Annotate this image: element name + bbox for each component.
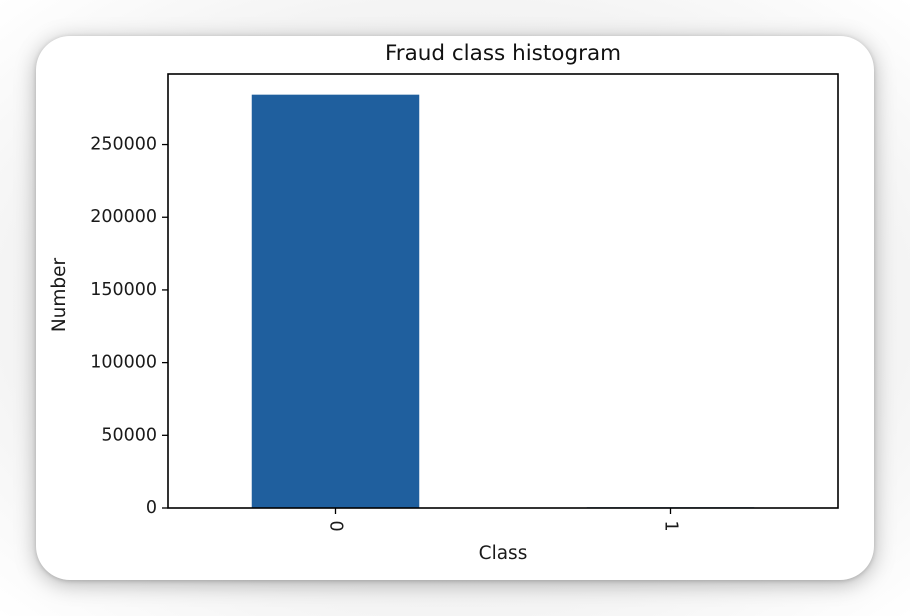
plot-frame: [167, 73, 839, 509]
y-tick-label: 200000: [90, 207, 157, 227]
x-tick-label: 0: [326, 520, 346, 531]
chart-card: Fraud class histogram 0 50000 100000 150000…: [36, 36, 874, 580]
y-tick-label: 250000: [90, 135, 157, 155]
y-tick-label: 50000: [101, 425, 157, 445]
y-axis-title: Number: [49, 257, 70, 332]
y-tick-label: 100000: [90, 353, 157, 373]
x-tick-label: 1: [661, 520, 681, 531]
y-tick-label: 0: [146, 498, 157, 518]
bars-group: [251, 94, 755, 509]
bar-chart: Fraud class histogram 0 50000 100000 150000…: [49, 41, 839, 564]
y-ticks-group: 0 50000 100000 150000 200000 250000: [90, 135, 168, 518]
x-axis-title: Class: [479, 543, 528, 564]
chart-title: Fraud class histogram: [385, 41, 621, 66]
bar-class-0: [251, 94, 420, 509]
y-tick-label: 150000: [90, 280, 157, 300]
